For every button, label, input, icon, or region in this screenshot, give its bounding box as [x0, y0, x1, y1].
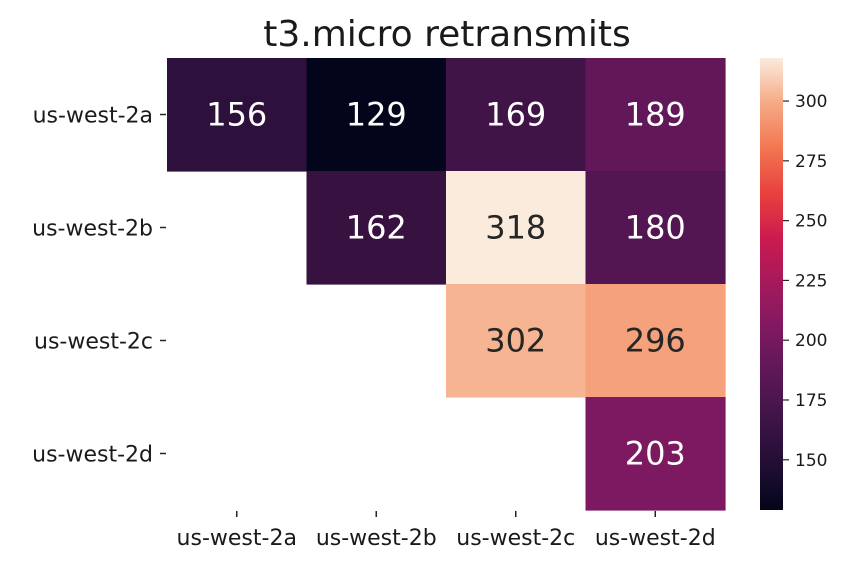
y-tick-label: us-west-2c	[34, 330, 153, 355]
heatmap-cell-r2-c2	[446, 284, 587, 398]
y-tick-label: us-west-2d	[32, 443, 153, 468]
x-tick-label: us-west-2b	[316, 526, 437, 551]
heatmap-cell-r0-c0	[167, 58, 308, 172]
colorbar-tick-label: 250	[795, 212, 827, 232]
heatmap-cell-r1-c3	[585, 171, 726, 285]
colorbar-tick-label: 225	[795, 271, 827, 291]
x-tick-label: us-west-2d	[595, 526, 716, 551]
heatmap-cell-r2-c3	[585, 284, 726, 398]
heatmap-cell-r1-c1	[306, 171, 447, 285]
heatmap-cell-r3-c3	[585, 397, 726, 511]
colorbar-tick-label: 175	[795, 391, 827, 411]
cell-value-label: 156	[206, 96, 267, 134]
colorbar-tick-label: 200	[795, 331, 827, 351]
x-tick-label: us-west-2a	[177, 526, 297, 551]
chart-title: t3.micro retransmits	[263, 14, 630, 55]
cell-value-label: 318	[485, 209, 546, 247]
heatmap-cell-r0-c3	[585, 58, 726, 172]
cell-value-label: 180	[625, 209, 686, 247]
cell-value-label: 296	[625, 322, 686, 360]
colorbar-tick-label: 150	[795, 451, 827, 471]
colorbar-tick-label: 275	[795, 152, 827, 172]
y-axis: us-west-2a us-west-2b us-west-2c us-west-2d	[32, 104, 166, 468]
colorbar: 150 175 200 225 250 275 300	[760, 58, 827, 510]
cell-value-label: 189	[625, 96, 686, 134]
heatmap-cell-r1-c2	[446, 171, 587, 285]
cells-layer: 156 129 169 189 162 318 180 302 296 203	[167, 58, 726, 511]
heatmap-cell-r0-c2	[446, 58, 587, 172]
cell-value-label: 169	[485, 96, 546, 134]
heatmap-cell-r0-c1	[306, 58, 447, 172]
cell-value-label: 162	[346, 209, 407, 247]
cell-value-label: 302	[485, 322, 546, 360]
y-tick-label: us-west-2b	[32, 217, 153, 242]
x-tick-label: us-west-2c	[456, 526, 575, 551]
colorbar-gradient	[760, 58, 783, 510]
x-axis: us-west-2a us-west-2b us-west-2c us-west-2d	[177, 511, 716, 551]
y-tick-label: us-west-2a	[33, 104, 153, 129]
colorbar-tick-label: 300	[795, 92, 827, 112]
cell-value-label: 129	[346, 96, 407, 134]
cell-value-label: 203	[625, 435, 686, 473]
